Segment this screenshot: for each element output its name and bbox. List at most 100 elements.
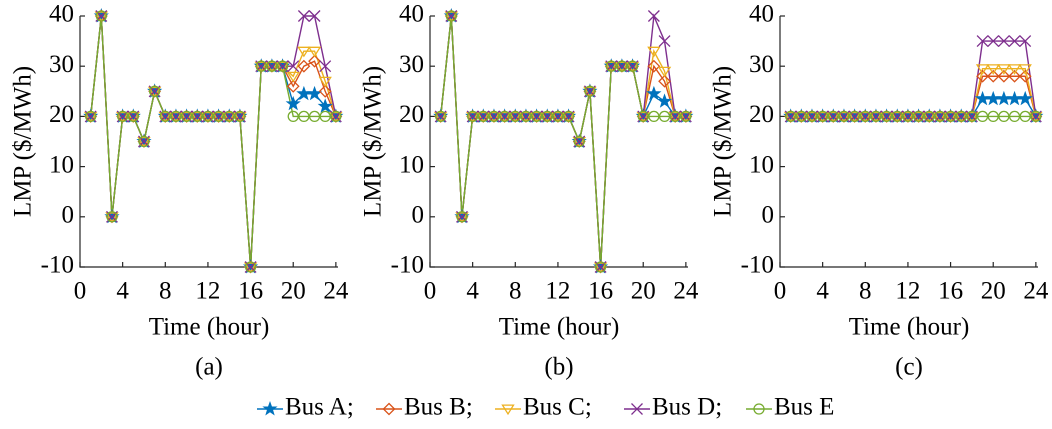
marker	[276, 60, 289, 72]
marker	[94, 11, 108, 23]
marker	[679, 111, 693, 123]
marker	[106, 211, 118, 223]
marker	[1006, 90, 1023, 106]
marker	[297, 10, 310, 22]
caption: (a)	[195, 354, 223, 381]
marker	[190, 111, 204, 123]
marker	[922, 111, 936, 123]
marker	[646, 85, 662, 101]
marker	[234, 110, 246, 123]
marker	[1008, 110, 1021, 123]
legend-label: Bus E	[774, 394, 834, 421]
marker	[986, 69, 1000, 83]
marker	[306, 85, 323, 101]
marker	[561, 111, 576, 123]
marker	[616, 60, 628, 72]
marker	[83, 111, 98, 123]
marker	[501, 404, 515, 416]
marker	[880, 110, 893, 123]
marker	[435, 110, 447, 123]
x-tick-label: 4	[466, 278, 479, 305]
y-axis-label: LMP ($/MWh)	[710, 66, 737, 217]
marker	[986, 64, 1000, 75]
y-tick-label: 20	[49, 101, 74, 128]
marker	[223, 110, 235, 123]
series-line	[89, 15, 337, 268]
y-axis-label: LMP ($/MWh)	[360, 66, 387, 217]
marker	[158, 111, 172, 123]
marker	[445, 10, 457, 22]
series-line	[89, 15, 337, 268]
marker	[976, 110, 989, 123]
marker	[891, 110, 903, 123]
marker	[805, 111, 819, 123]
marker	[519, 111, 533, 123]
marker	[648, 110, 660, 123]
y-tick-label: 40	[49, 1, 74, 28]
marker	[1008, 35, 1021, 48]
marker	[593, 262, 608, 274]
x-tick-label: 24	[323, 278, 349, 305]
marker	[287, 60, 300, 73]
marker	[456, 211, 468, 223]
marker	[319, 60, 332, 73]
caption: (b)	[544, 354, 573, 381]
x-tick-label: 24	[1023, 278, 1049, 305]
marker	[783, 111, 798, 123]
marker	[329, 111, 343, 123]
marker	[488, 110, 500, 123]
marker	[211, 111, 226, 123]
marker	[244, 261, 257, 273]
marker	[297, 59, 311, 73]
marker	[934, 110, 946, 123]
marker	[837, 111, 851, 123]
marker	[631, 403, 643, 415]
series-line	[439, 13, 686, 268]
marker	[551, 111, 565, 123]
marker	[785, 110, 797, 123]
y-tick-label: 10	[49, 151, 74, 178]
marker	[572, 137, 586, 148]
marker	[191, 110, 203, 123]
x-tick-label: 16	[238, 278, 263, 305]
legend-label: Bus A;	[285, 394, 354, 421]
y-axis-label: LMP ($/MWh)	[10, 66, 37, 217]
marker	[222, 111, 236, 123]
marker	[680, 110, 692, 123]
marker	[794, 111, 808, 123]
x-axis-label: Time (hour)	[499, 314, 620, 341]
marker	[179, 111, 194, 123]
x-tick-label: 8	[509, 278, 522, 305]
y-tick-label: 30	[749, 51, 774, 78]
marker	[827, 110, 839, 123]
marker	[869, 111, 883, 123]
marker	[996, 90, 1012, 106]
marker	[497, 111, 512, 123]
marker	[297, 46, 311, 58]
marker	[1008, 69, 1021, 83]
marker	[465, 111, 480, 123]
marker	[975, 64, 990, 75]
marker	[298, 110, 310, 123]
marker	[997, 35, 1010, 48]
marker	[287, 110, 299, 123]
marker	[615, 61, 629, 73]
x-tick-label: 24	[673, 278, 699, 305]
marker	[976, 35, 989, 48]
x-tick-label: 12	[195, 278, 220, 305]
x-tick-label: 16	[938, 278, 963, 305]
marker	[658, 35, 671, 48]
marker	[115, 111, 130, 123]
marker	[444, 11, 458, 23]
series-line	[439, 15, 686, 268]
marker	[433, 111, 448, 123]
marker	[233, 111, 247, 123]
marker	[85, 110, 97, 123]
marker	[753, 403, 765, 415]
marker	[1018, 64, 1032, 75]
marker	[266, 60, 278, 72]
marker	[487, 111, 501, 123]
marker	[318, 84, 332, 98]
marker	[583, 86, 597, 98]
marker	[974, 90, 991, 106]
